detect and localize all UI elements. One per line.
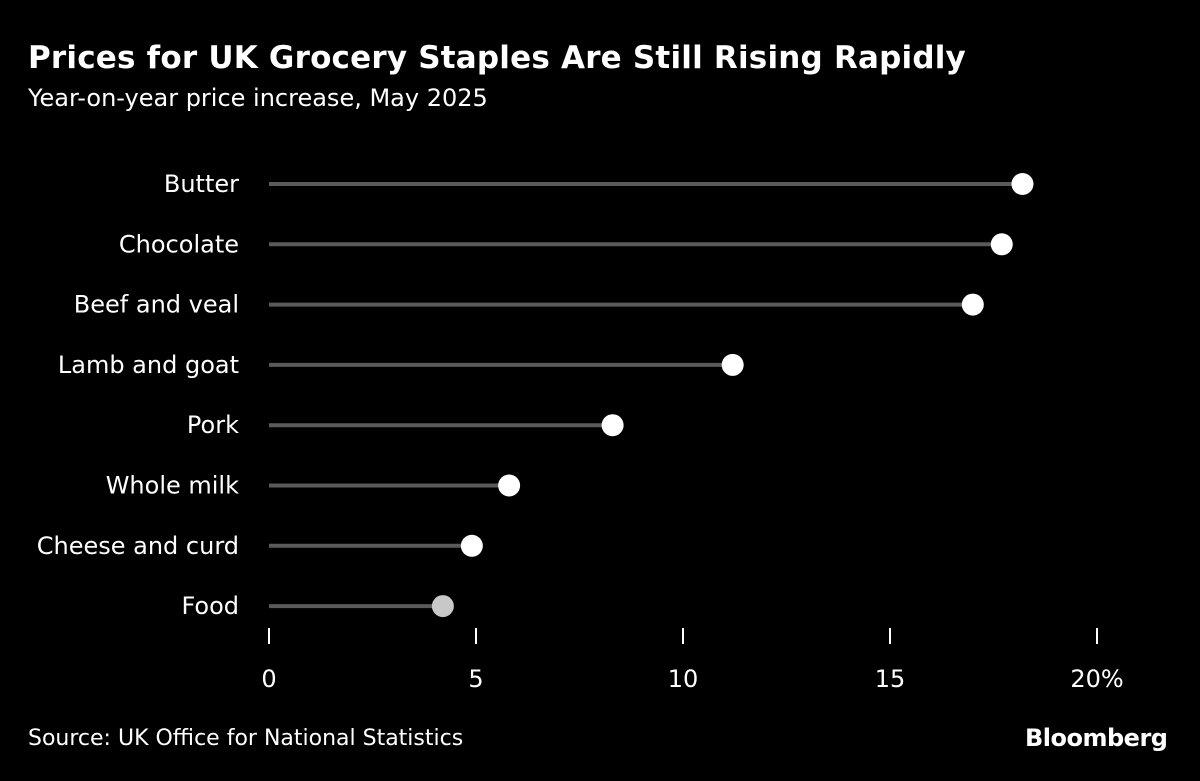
category-label: Chocolate	[119, 230, 239, 258]
category-label: Butter	[164, 170, 239, 198]
category-label: Pork	[187, 411, 239, 439]
lollipop-dot	[721, 353, 744, 376]
lollipop-dot	[460, 534, 483, 557]
source-note: Source: UK Office for National Statistic…	[28, 726, 464, 751]
chart-title: Prices for UK Grocery Staples Are Still …	[28, 40, 966, 76]
x-tick-label: 0	[261, 665, 276, 693]
lollipop-dot	[961, 293, 984, 316]
lollipop-dot	[601, 414, 624, 437]
category-label: Food	[181, 592, 239, 620]
category-label: Lamb and goat	[58, 351, 239, 379]
lollipop-dot	[1011, 173, 1034, 195]
category-label: Whole milk	[106, 472, 239, 500]
chart-subtitle: Year-on-year price increase, May 2025	[28, 84, 488, 112]
x-tick-label: 10	[668, 665, 699, 693]
x-tick-label: 20%	[1070, 665, 1123, 693]
bloomberg-logo: Bloomberg	[1025, 724, 1168, 752]
category-label: Beef and veal	[74, 291, 239, 319]
x-tick-label: 5	[468, 665, 483, 693]
category-label: Cheese and curd	[37, 532, 239, 560]
lollipop-dot	[498, 474, 521, 497]
x-tick-label: 15	[875, 665, 906, 693]
lollipop-dot	[990, 233, 1013, 256]
lollipop-dot	[431, 595, 454, 618]
